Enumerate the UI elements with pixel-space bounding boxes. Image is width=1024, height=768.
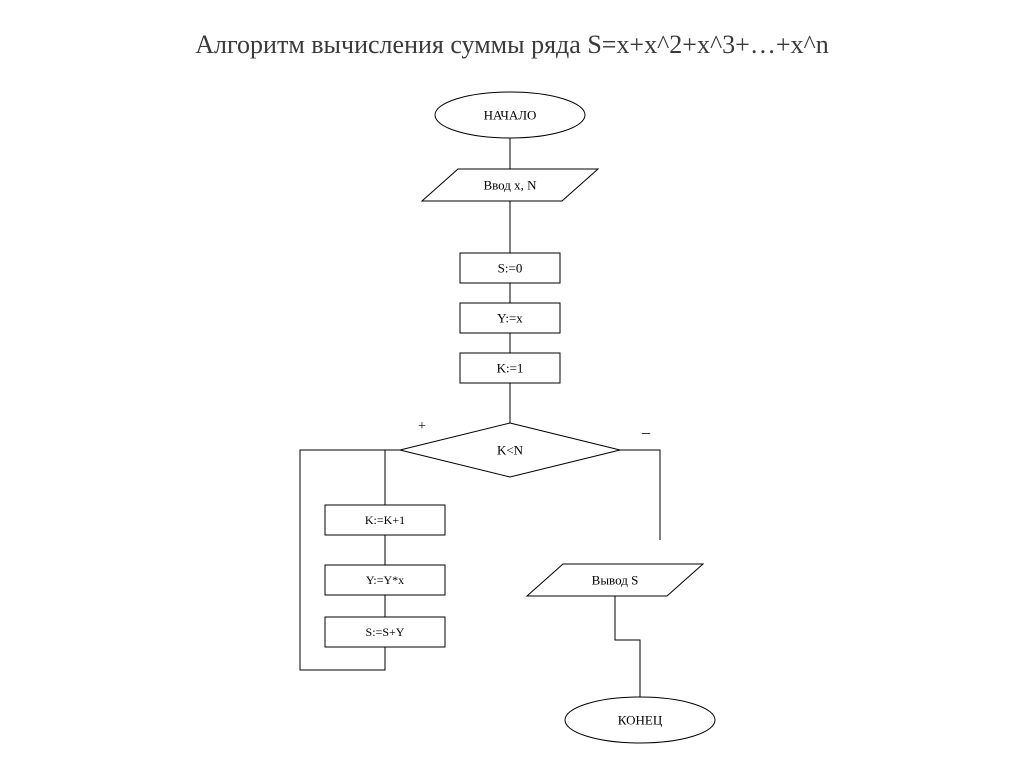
svg-text:+: + — [418, 419, 426, 434]
svg-text:_: _ — [641, 419, 651, 436]
svg-text:Y:=Y*x: Y:=Y*x — [366, 573, 404, 587]
page-title: Алгоритм вычисления суммы ряда S=x+x^2+x… — [0, 30, 1024, 60]
svg-text:Ввод x, N: Ввод x, N — [483, 178, 537, 193]
svg-text:S:=0: S:=0 — [498, 261, 523, 276]
svg-text:Вывод S: Вывод S — [592, 573, 639, 588]
svg-text:K:=K+1: K:=K+1 — [365, 513, 405, 527]
svg-text:КОНЕЦ: КОНЕЦ — [618, 713, 663, 728]
svg-text:K<N: K<N — [497, 443, 524, 458]
svg-text:Y:=x: Y:=x — [497, 311, 523, 326]
svg-text:S:=S+Y: S:=S+Y — [366, 625, 405, 639]
flowchart: НАЧАЛО Ввод x, N S:=0 Y:=x K:=1 K<N K:=K+1 Y:=Y… — [0, 80, 1024, 768]
svg-text:K:=1: K:=1 — [497, 361, 524, 376]
svg-text:НАЧАЛО: НАЧАЛО — [484, 108, 537, 123]
